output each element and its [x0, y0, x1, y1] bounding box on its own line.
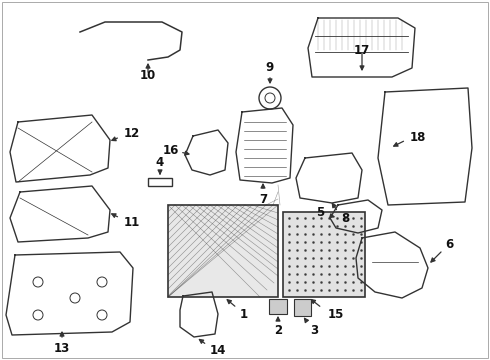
Text: 5: 5 — [316, 206, 324, 219]
Text: 18: 18 — [410, 131, 426, 144]
Text: 6: 6 — [445, 238, 453, 251]
FancyBboxPatch shape — [283, 212, 365, 297]
Text: 3: 3 — [310, 324, 318, 338]
Bar — [148, 178, 172, 186]
Text: 8: 8 — [341, 212, 349, 225]
Text: 13: 13 — [54, 342, 70, 356]
Text: 15: 15 — [328, 309, 344, 321]
Text: 16: 16 — [163, 144, 179, 157]
FancyBboxPatch shape — [294, 299, 311, 316]
Text: 10: 10 — [140, 68, 156, 81]
FancyBboxPatch shape — [269, 299, 287, 314]
Text: 4: 4 — [156, 156, 164, 168]
Text: 17: 17 — [354, 44, 370, 57]
Text: 2: 2 — [274, 324, 282, 338]
Text: 9: 9 — [266, 60, 274, 73]
Text: 7: 7 — [259, 193, 267, 206]
Text: 11: 11 — [124, 216, 140, 229]
Text: 12: 12 — [124, 126, 140, 140]
Text: 1: 1 — [240, 309, 248, 321]
Text: 14: 14 — [210, 343, 226, 356]
FancyBboxPatch shape — [168, 205, 278, 297]
